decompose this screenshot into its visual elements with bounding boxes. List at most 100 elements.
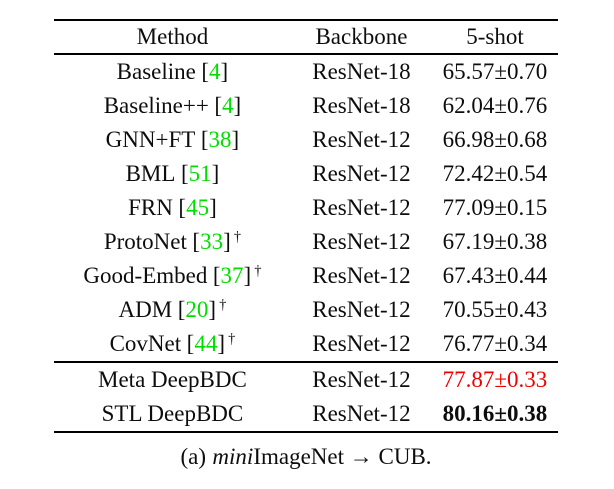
column-header-method: Method <box>136 24 209 50</box>
citation-open-bracket: [ <box>177 297 186 323</box>
citation-open-bracket: [ <box>200 127 209 153</box>
citation-open-bracket: [ <box>212 263 221 289</box>
citation-ref[interactable]: [4] <box>201 59 228 84</box>
method-cell: GNN+FT [38] <box>54 123 291 157</box>
backbone-cell: ResNet-12 <box>312 127 411 153</box>
score-cell: 65.57±0.70 <box>442 59 548 85</box>
citation-close-bracket: ] <box>209 195 217 221</box>
citation-open-bracket: [ <box>186 331 195 357</box>
score-cell: 62.04±0.76 <box>442 93 548 119</box>
table-row: Baseline++ [4] ResNet-18 62.04±0.76 <box>54 89 558 123</box>
prior-methods-section: Baseline [4] ResNet-18 65.57±0.70 Baselin… <box>54 54 558 362</box>
table-row: BML [51] ResNet-12 72.42±0.54 <box>54 157 558 191</box>
score-cell: 77.09±0.15 <box>442 195 548 221</box>
citation-close-bracket: ] <box>223 229 231 255</box>
method-cell: Baseline++ [4] <box>54 89 291 123</box>
method-cell: Meta DeepBDC <box>54 362 291 397</box>
method-name: FRN <box>128 195 173 221</box>
table-row: STL DeepBDC ResNet-12 80.16±0.38 <box>54 397 558 432</box>
results-table: Method Backbone 5-shot Baseline [4] ResNe… <box>54 19 558 433</box>
method-name: GNN+FT <box>105 127 196 153</box>
score-cell: 80.16±0.38 <box>442 401 548 427</box>
method-name: Baseline++ <box>103 93 209 119</box>
citation-number: 51 <box>188 161 212 187</box>
backbone-cell: ResNet-12 <box>312 367 411 393</box>
citation-number: 44 <box>194 331 218 357</box>
method-name: Good-Embed <box>83 263 208 289</box>
method-cell: BML [51] <box>54 157 291 191</box>
score-cell: 76.77±0.34 <box>442 331 548 357</box>
citation-ref[interactable]: [4] <box>214 93 241 118</box>
backbone-cell: ResNet-12 <box>312 195 411 221</box>
citation-ref[interactable]: [33] <box>192 229 230 254</box>
citation-open-bracket: [ <box>180 161 189 187</box>
citation-close-bracket: ] <box>208 297 217 323</box>
ours-methods-section: Meta DeepBDC ResNet-12 77.87±0.33 STL De… <box>54 362 558 432</box>
method-cell: ADM [20] † <box>54 293 291 327</box>
method-name: BML <box>125 161 176 187</box>
citation-ref[interactable]: [20] <box>178 297 216 322</box>
citation-open-bracket: [ <box>201 59 210 85</box>
backbone-cell: ResNet-12 <box>312 297 411 323</box>
citation-number: 37 <box>220 263 244 289</box>
caption-italic-word: mini <box>212 444 254 469</box>
citation-number: 20 <box>185 297 209 323</box>
method-cell: ProtoNet [33] † <box>54 225 291 259</box>
backbone-cell: ResNet-12 <box>312 401 411 427</box>
method-cell: Good-Embed [37] † <box>54 259 291 293</box>
table-figure: Method Backbone 5-shot Baseline [4] ResNe… <box>54 19 558 469</box>
backbone-cell: ResNet-12 <box>312 161 411 187</box>
dagger-mark: † <box>254 262 262 279</box>
citation-number: 38 <box>208 127 232 153</box>
backbone-cell: ResNet-18 <box>312 59 411 85</box>
score-cell: 66.98±0.68 <box>442 127 548 153</box>
method-cell: Baseline [4] <box>54 54 291 89</box>
citation-close-bracket: ] <box>231 127 240 153</box>
table-row: FRN [45] ResNet-12 77.09±0.15 <box>54 191 558 225</box>
table-row: Baseline [4] ResNet-18 65.57±0.70 <box>54 54 558 89</box>
citation-number: 4 <box>222 93 234 119</box>
table-row: ADM [20] † ResNet-12 70.55±0.43 <box>54 293 558 327</box>
method-cell: FRN [45] <box>54 191 291 225</box>
score-cell: 72.42±0.54 <box>442 161 548 187</box>
citation-ref[interactable]: [51] <box>181 161 219 186</box>
column-header-backbone: Backbone <box>315 24 408 50</box>
table-row: Meta DeepBDC ResNet-12 77.87±0.33 <box>54 362 558 397</box>
method-name: STL DeepBDC <box>101 401 244 427</box>
citation-close-bracket: ] <box>243 263 252 289</box>
column-header-5shot: 5-shot <box>466 24 524 50</box>
citation-ref[interactable]: [37] <box>213 263 251 288</box>
backbone-cell: ResNet-12 <box>312 331 411 357</box>
backbone-cell: ResNet-12 <box>312 229 411 255</box>
table-row: ProtoNet [33] † ResNet-12 67.19±0.38 <box>54 225 558 259</box>
score-cell: 77.87±0.33 <box>442 367 548 393</box>
score-cell: 67.19±0.38 <box>442 229 548 255</box>
dagger-mark: † <box>228 330 236 347</box>
dagger-mark: † <box>233 228 242 245</box>
citation-close-bracket: ] <box>233 93 242 119</box>
method-cell: CovNet [44] † <box>54 327 291 362</box>
method-name: CovNet <box>109 331 182 357</box>
caption-index: (a) <box>180 444 206 469</box>
citation-number: 45 <box>186 195 210 221</box>
method-name: Baseline <box>116 59 196 85</box>
table-row: Good-Embed [37] † ResNet-12 67.43±0.44 <box>54 259 558 293</box>
score-cell: 67.43±0.44 <box>442 263 548 289</box>
citation-number: 33 <box>200 229 224 255</box>
citation-ref[interactable]: [44] <box>187 331 225 356</box>
method-cell: STL DeepBDC <box>54 397 291 432</box>
method-name: ADM <box>118 297 173 323</box>
table-row: CovNet [44] † ResNet-12 76.77±0.34 <box>54 327 558 362</box>
score-cell: 70.55±0.43 <box>442 297 548 323</box>
table-row: GNN+FT [38] ResNet-12 66.98±0.68 <box>54 123 558 157</box>
header-row: Method Backbone 5-shot <box>54 20 558 54</box>
method-name: ProtoNet <box>103 229 187 255</box>
citation-close-bracket: ] <box>211 161 220 187</box>
dagger-mark: † <box>219 296 227 313</box>
citation-ref[interactable]: [45] <box>178 195 216 220</box>
citation-ref[interactable]: [38] <box>201 127 239 152</box>
backbone-cell: ResNet-18 <box>312 93 411 119</box>
citation-close-bracket: ] <box>220 59 229 85</box>
backbone-cell: ResNet-12 <box>312 263 411 289</box>
citation-open-bracket: [ <box>178 195 187 221</box>
